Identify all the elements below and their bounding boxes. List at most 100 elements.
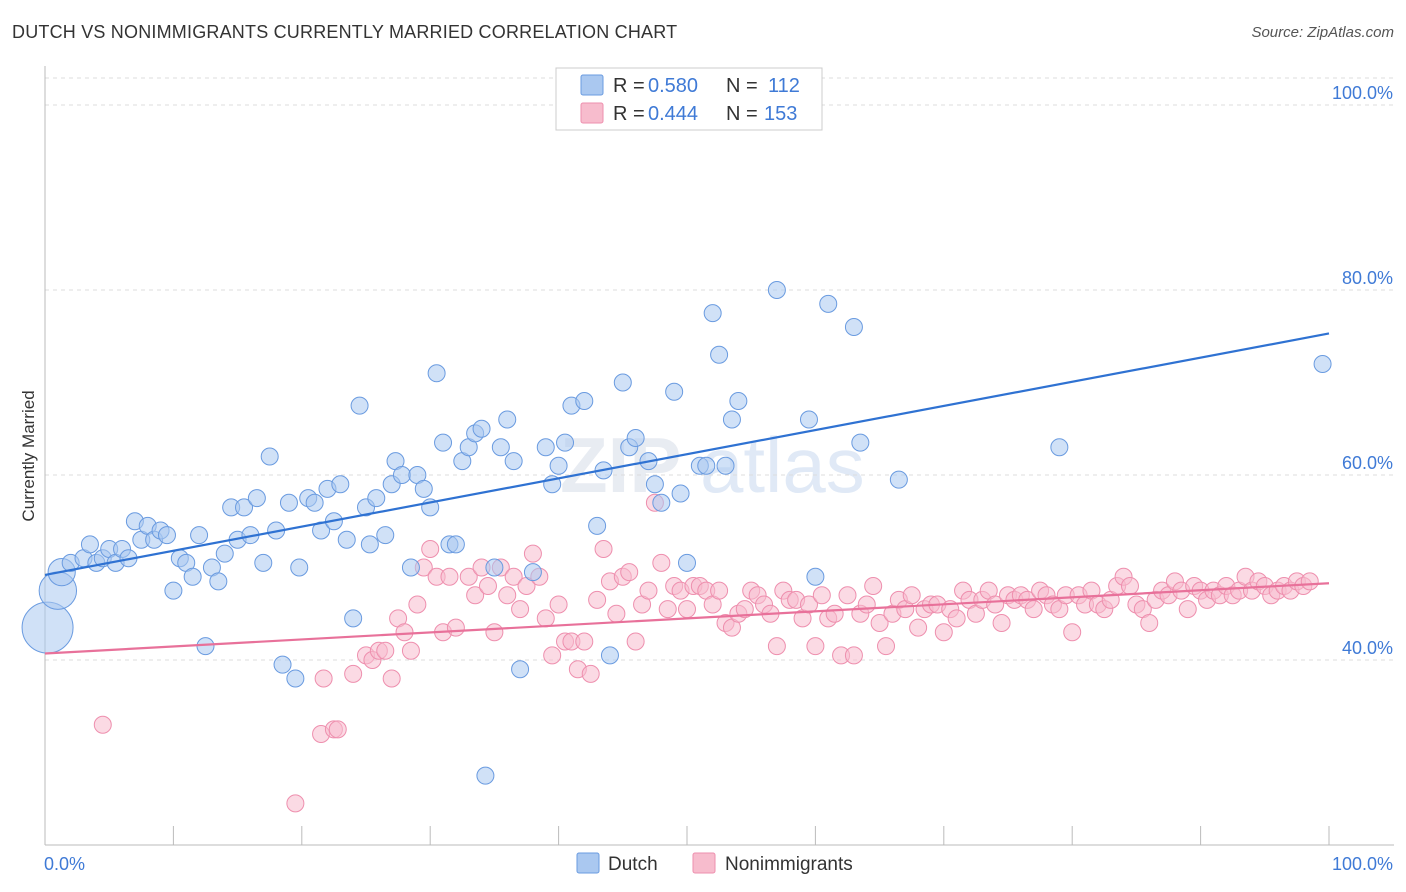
nonimmigrants-point xyxy=(812,586,831,605)
dutch-points xyxy=(21,281,1332,785)
dutch-point xyxy=(588,516,607,535)
dutch-point xyxy=(446,535,465,554)
dutch-point xyxy=(626,429,645,447)
y-tick-label: 40.0% xyxy=(1342,638,1393,658)
nonimmigrants-point xyxy=(549,595,568,614)
dutch-point xyxy=(767,281,786,299)
legend-n-label-nonimm: N = xyxy=(726,103,758,125)
chart-title: DUTCH VS NONIMMIGRANTS CURRENTLY MARRIED… xyxy=(12,22,678,42)
dutch-point xyxy=(344,609,363,628)
dutch-point xyxy=(652,493,671,512)
dutch-point xyxy=(799,410,818,429)
nonimmigrants-point xyxy=(401,641,420,660)
dutch-point xyxy=(279,493,298,512)
nonimmigrants-point xyxy=(735,600,754,619)
dutch-point xyxy=(806,567,825,586)
gridlines xyxy=(45,77,1394,661)
nonimmigrants-trend-line xyxy=(44,582,1330,655)
nonimmigrants-point xyxy=(286,794,305,813)
dutch-point xyxy=(273,655,292,674)
series-legend: Dutch Nonimmigrants xyxy=(576,852,853,875)
dutch-point xyxy=(472,419,491,438)
nonimmigrants-point xyxy=(620,563,639,582)
dutch-point xyxy=(851,433,870,452)
nonimmigrants-point xyxy=(626,632,645,651)
nonimmigrants-point xyxy=(543,646,562,665)
legend-n-value-dutch: 112 xyxy=(768,75,800,97)
dutch-point xyxy=(215,544,234,563)
dutch-point xyxy=(360,535,379,554)
dutch-point xyxy=(254,553,273,572)
dutch-point xyxy=(401,558,420,577)
legend-swatch-dutch-bottom xyxy=(576,852,600,874)
nonimmigrants-point xyxy=(594,540,613,558)
nonimmigrants-point xyxy=(902,586,921,605)
dutch-point xyxy=(164,581,183,600)
nonimmigrants-point xyxy=(344,664,363,683)
nonimmigrants-point xyxy=(844,646,863,665)
nonimmigrants-point xyxy=(1063,623,1082,642)
dutch-point xyxy=(235,498,254,517)
dutch-point xyxy=(286,669,305,688)
dutch-point xyxy=(157,526,176,545)
dutch-point xyxy=(367,489,386,508)
dutch-point xyxy=(376,526,395,545)
legend-r-value-nonimm: 0.444 xyxy=(648,103,698,125)
dutch-point xyxy=(1313,355,1332,373)
dutch-point xyxy=(209,572,228,591)
x-tick-label-min: 0.0% xyxy=(44,854,85,874)
nonimmigrants-point xyxy=(421,540,440,558)
dutch-point xyxy=(819,294,838,313)
y-axis-label: Currently Married xyxy=(19,390,38,521)
dutch-point xyxy=(678,553,696,572)
dutch-point xyxy=(247,489,266,508)
nonimmigrants-point xyxy=(857,595,876,614)
nonimmigrants-point xyxy=(992,614,1011,632)
nonimmigrants-point xyxy=(607,604,626,623)
dutch-point xyxy=(716,456,735,475)
nonimmigrants-point xyxy=(408,595,427,614)
nonimmigrants-point xyxy=(947,609,966,628)
nonimmigrants-point xyxy=(870,614,889,632)
dutch-point xyxy=(337,530,356,549)
nonimmigrants-point xyxy=(710,581,729,600)
tick-labels: 100.0% 80.0% 60.0% 40.0% 0.0% 100.0% xyxy=(44,83,1393,874)
nonimmigrants-point xyxy=(799,595,818,614)
dutch-point xyxy=(729,392,748,410)
dutch-point xyxy=(476,766,495,785)
dutch-point xyxy=(305,493,324,512)
legend-swatch-nonimm-bottom xyxy=(692,852,716,874)
nonimmigrants-point xyxy=(877,637,896,656)
nonimmigrants-point xyxy=(446,618,465,637)
dutch-point xyxy=(556,433,575,452)
dutch-point xyxy=(392,466,411,484)
y-tick-label: 100.0% xyxy=(1332,83,1393,103)
dutch-point xyxy=(665,382,684,401)
dutch-point xyxy=(183,567,202,586)
dutch-point xyxy=(21,601,74,654)
nonimmigrants-point xyxy=(838,586,857,605)
dutch-point xyxy=(1050,438,1069,457)
dutch-point xyxy=(511,660,530,679)
nonimmigrants-point xyxy=(658,600,677,619)
nonimmigrants-point xyxy=(864,577,883,595)
dutch-point xyxy=(504,452,523,471)
dutch-point xyxy=(80,535,99,554)
nonimmigrants-point xyxy=(909,618,928,637)
nonimmigrants-point xyxy=(93,715,112,734)
dutch-point xyxy=(331,475,350,494)
nonimmigrants-point xyxy=(395,623,414,642)
dutch-point xyxy=(523,563,542,582)
nonimmigrants-point xyxy=(459,567,478,586)
dutch-point xyxy=(190,526,209,545)
nonimmigrants-point xyxy=(825,604,844,623)
correlation-legend: R = 0.580 N = 112 R = 0.444 N = 153 xyxy=(555,67,823,131)
nonimmigrants-point xyxy=(466,586,485,605)
nonimmigrants-point xyxy=(1140,614,1159,632)
dutch-point xyxy=(697,456,716,475)
dutch-point xyxy=(498,410,517,429)
dutch-trend-line xyxy=(44,332,1330,576)
nonimmigrants-point xyxy=(1024,600,1043,619)
dutch-point xyxy=(710,345,729,364)
nonimmigrants-point xyxy=(652,553,671,572)
